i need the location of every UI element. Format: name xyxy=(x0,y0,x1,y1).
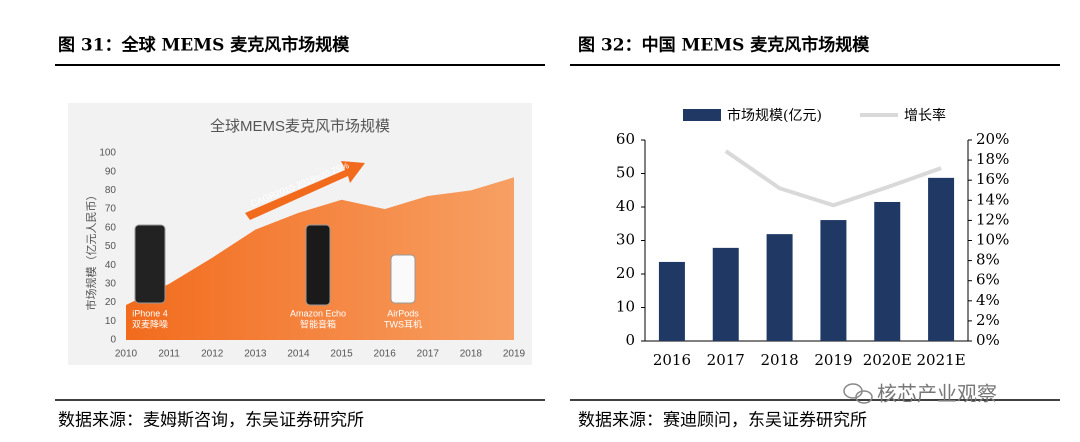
bar xyxy=(712,247,739,341)
device-use: 智能音箱 xyxy=(300,318,336,329)
x-tick-label: 2011 xyxy=(158,349,180,360)
y2-tick-label: 14% xyxy=(976,190,1009,208)
x-tick-label: 2013 xyxy=(244,349,267,360)
device-name: AirPods xyxy=(387,308,419,318)
y-tick-label: 60 xyxy=(616,130,635,148)
x-tick-label: 2018 xyxy=(760,351,798,369)
bar xyxy=(928,177,955,341)
x-tick-label: 2018 xyxy=(460,349,483,360)
x-tick-label: 2019 xyxy=(814,351,852,369)
y-tick-label: 70 xyxy=(105,204,117,215)
device-name: iPhone 4 xyxy=(132,308,168,318)
chart-title: 全球MEMS麦克风市场规模 xyxy=(210,117,390,135)
y2-tick-label: 4% xyxy=(976,291,1000,309)
x-tick-label: 2012 xyxy=(201,349,224,360)
x-tick-label: 2020E xyxy=(863,351,912,369)
y-tick-label: 80 xyxy=(105,185,117,196)
x-tick-label: 2019 xyxy=(503,349,526,360)
y-tick-label: 30 xyxy=(105,279,117,290)
y-tick-label: 50 xyxy=(616,164,635,182)
y2-tick-label: 8% xyxy=(976,251,1000,269)
y-tick-label: 0 xyxy=(625,331,635,349)
y2-tick-label: 12% xyxy=(976,210,1009,228)
x-tick-label: 2014 xyxy=(287,349,310,360)
device-name: Amazon Echo xyxy=(290,308,346,318)
legend-label: 市场规模(亿元) xyxy=(727,107,822,124)
device-use: TWS耳机 xyxy=(384,318,422,329)
x-tick-label: 2015 xyxy=(330,349,353,360)
y-tick-label: 10 xyxy=(105,316,117,327)
line xyxy=(724,149,942,208)
figure-title: 图 32：中国 MEMS 麦克风市场规模 xyxy=(578,35,870,56)
bar xyxy=(766,234,793,341)
legend-label: 增长率 xyxy=(904,107,946,124)
figure-title: 图 31：全球 MEMS 麦克风市场规模 xyxy=(58,35,350,56)
y-tick-label: 50 xyxy=(105,241,117,252)
y2-tick-label: 10% xyxy=(976,231,1009,249)
y2-tick-label: 6% xyxy=(976,271,1000,289)
watermark-icon xyxy=(843,383,873,404)
y2-tick-label: 16% xyxy=(976,170,1009,188)
y-tick-label: 100 xyxy=(99,148,116,159)
legend-swatch xyxy=(683,109,721,121)
device-image xyxy=(305,224,331,306)
y2-tick-label: 2% xyxy=(976,311,1000,329)
y-tick-label: 10 xyxy=(616,298,635,316)
y2-tick-label: 18% xyxy=(976,150,1009,168)
y-tick-label: 0 xyxy=(110,335,116,346)
y-axis-label: 市场规模（亿元人民币） xyxy=(84,190,98,311)
x-tick-label: 2017 xyxy=(707,351,745,369)
bar xyxy=(820,220,847,341)
arrow xyxy=(245,161,365,220)
y2-tick-label: 20% xyxy=(976,130,1009,148)
device-use: 双麦降噪 xyxy=(132,318,168,329)
y-tick-label: 40 xyxy=(616,197,635,215)
x-tick-label: 2021E xyxy=(917,351,966,369)
y-tick-label: 90 xyxy=(105,166,117,177)
y-tick-label: 60 xyxy=(105,222,117,233)
bar xyxy=(658,261,685,341)
x-tick-label: 2017 xyxy=(417,349,440,360)
y-tick-label: 20 xyxy=(105,297,117,308)
watermark: 核芯产业观察 xyxy=(877,382,997,405)
x-tick-label: 2016 xyxy=(653,351,691,369)
device-image xyxy=(134,224,166,304)
source: 数据来源：麦姆斯咨询，东吴证券研究所 xyxy=(58,411,364,431)
y-tick-label: 20 xyxy=(616,264,635,282)
device-image xyxy=(390,254,416,304)
y2-tick-label: 0% xyxy=(976,331,1000,349)
source: 数据来源：赛迪顾问，东吴证券研究所 xyxy=(578,410,867,431)
y-tick-label: 30 xyxy=(616,231,635,249)
y-tick-label: 40 xyxy=(105,260,117,271)
x-tick-label: 2016 xyxy=(374,349,397,360)
bar xyxy=(874,201,901,341)
x-tick-label: 2010 xyxy=(115,349,138,360)
